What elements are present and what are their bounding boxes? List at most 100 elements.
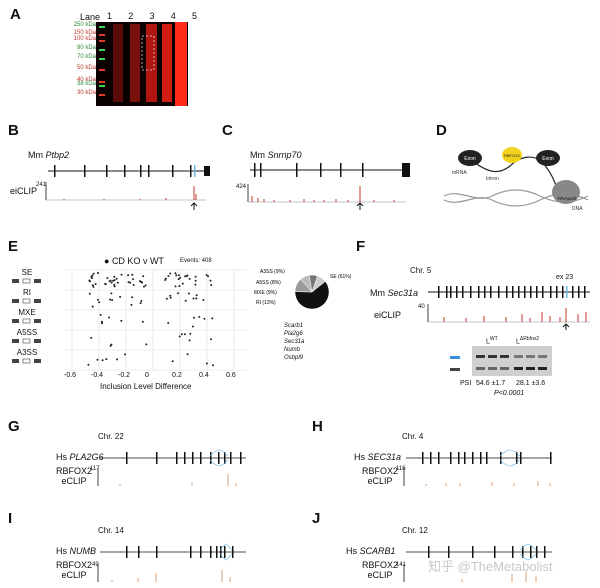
scatter-points (87, 272, 214, 367)
scatter-point (207, 275, 210, 278)
lane-number: 1 (107, 11, 113, 21)
exon-mark (486, 452, 488, 464)
scatter-point (188, 339, 191, 342)
scatter-point (99, 313, 102, 316)
track-label-f: eiCLIP (374, 310, 402, 320)
marker-label: 50 kDa (76, 65, 96, 71)
exon-mark (106, 165, 108, 177)
scatter-point (174, 272, 177, 275)
scatter-point (113, 285, 116, 288)
arrow-icon (562, 323, 570, 330)
category-labels: SE RI MXE A5SS A3SS (6, 268, 54, 368)
scatter-point (96, 358, 99, 361)
scatter-point (169, 294, 172, 297)
exon-mark (562, 286, 564, 298)
exon-mark (550, 452, 552, 464)
exon-mark (402, 163, 410, 177)
marker-label: 30 kDa (76, 90, 96, 96)
gene-track-c (247, 163, 410, 210)
psi-ko: 28.1 ±3.6 (516, 380, 546, 387)
scatter-point (91, 305, 94, 308)
scatter-point (144, 284, 147, 287)
chr-label-f: Chr. 5 (410, 266, 432, 275)
exon-mark (224, 452, 226, 464)
exon-mark (362, 163, 364, 177)
gel-band (476, 367, 485, 370)
inclusion-isoform-icon (450, 356, 460, 359)
scatter-point (98, 301, 101, 304)
exon-mark (512, 286, 514, 298)
gene-track-h (403, 449, 552, 486)
exon-mark (512, 546, 514, 558)
scatter-point (167, 321, 170, 324)
exon-mark (522, 546, 524, 558)
gene-track-j (403, 543, 552, 582)
gene-title-c: Mm Snrnp70 (250, 150, 302, 160)
scatter-point (142, 275, 145, 278)
scatter-point (203, 317, 206, 320)
scatter-point (194, 279, 197, 282)
splice-pattern-icon (12, 278, 41, 284)
lane-title: Lane (80, 12, 101, 22)
scatter-point (195, 297, 198, 300)
ymax-b: 241 (36, 182, 47, 188)
exon-mark (536, 286, 538, 298)
scatter-point (129, 281, 132, 284)
exon-mark (210, 452, 212, 464)
ymax-i: 49 (92, 562, 99, 568)
scatter-point (109, 344, 112, 347)
exon-mark (530, 546, 532, 558)
exon-mark (194, 165, 196, 177)
scatter-point (116, 358, 119, 361)
scatter-point (198, 315, 201, 318)
exon-left (458, 150, 482, 166)
scatter-point (130, 303, 133, 306)
splice-junction-arc (499, 449, 521, 467)
polymerase (552, 180, 580, 204)
exon-mark (126, 452, 128, 464)
scatter-point (188, 277, 191, 280)
scatter-point (116, 281, 119, 284)
exon-mark (450, 286, 452, 298)
ymax-h: 116 (396, 466, 406, 472)
scatter-point (141, 281, 143, 284)
mechanism-diagram: Exon Exon RBFOX2 mRNA Intron RNApolII DN… (443, 147, 589, 212)
exon-mark (542, 286, 544, 298)
track-label-g: RBFOX2 eCLIP (56, 466, 93, 486)
scatter-point (127, 274, 130, 277)
lane-label-ko: LΔRbfox2 (516, 336, 540, 346)
pie-label-se: SE (61%) (330, 274, 352, 280)
exon-mark (140, 165, 142, 177)
rbfox2-label: RBFOX2 (504, 153, 521, 158)
gel-band (500, 355, 509, 358)
exon-mark (84, 165, 86, 177)
scatter-point (164, 277, 167, 280)
ymax-c: 424 (236, 184, 247, 190)
scatter-point (132, 284, 135, 286)
exon-mark (566, 286, 568, 298)
pie-slice (294, 281, 330, 310)
marker-label: 70 kDa (76, 54, 96, 60)
gene-list-item: Pla2g6 (284, 331, 303, 337)
exon-marks (438, 286, 586, 298)
exon-mark (458, 452, 460, 464)
marker-labels: 250 kDa 150 kDa 100 kDa 90 kDa 70 kDa 50 kDa 4… (52, 22, 96, 106)
scatter-point (179, 276, 182, 279)
arrow-icon (356, 202, 364, 210)
panel-label-j: J (312, 510, 321, 527)
scatter-point (106, 277, 109, 279)
scatter-point (189, 332, 192, 335)
scatter-point (87, 363, 90, 366)
scatter-point (202, 299, 205, 301)
pie-label-ri: RI (13%) (256, 300, 276, 306)
ymax-j: 141 (396, 562, 407, 568)
scatter-point (139, 280, 141, 283)
category-label: A5SS (16, 328, 38, 337)
exon-mark (296, 163, 298, 177)
skipping-isoform-icon (450, 368, 460, 371)
exon-mark (230, 452, 232, 464)
splice-junction-arc (219, 543, 233, 561)
gene-title-b: Mm Ptbp2 (28, 150, 70, 160)
exon-mark (190, 165, 192, 177)
scatter-point (109, 279, 112, 282)
